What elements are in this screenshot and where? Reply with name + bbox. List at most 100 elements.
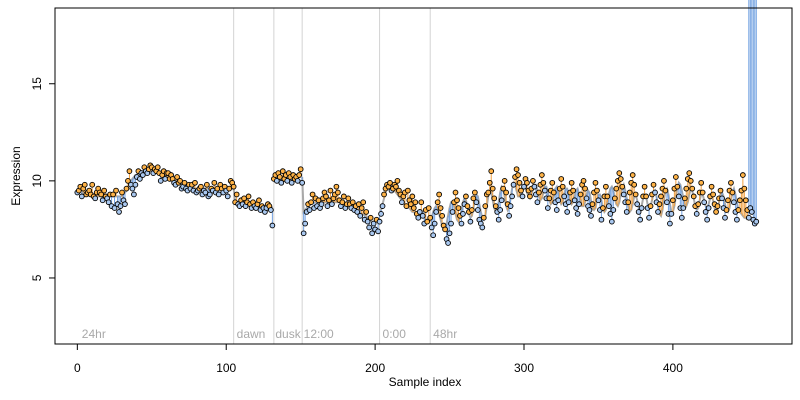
data-point: [586, 207, 593, 213]
x-tick-label: 200: [365, 361, 385, 375]
data-point: [474, 207, 481, 213]
data-point: [122, 201, 128, 208]
phase-label: 0:00: [383, 327, 407, 341]
data-point: [518, 187, 524, 194]
y-tick-label: 10: [30, 174, 44, 188]
data-point: [606, 203, 612, 209]
data-point: [174, 174, 180, 180]
data-point: [664, 199, 670, 206]
data-point: [521, 183, 527, 190]
data-point: [748, 209, 755, 215]
y-tick-label: 5: [30, 274, 44, 281]
data-point: [410, 205, 417, 211]
data-point: [206, 191, 213, 198]
x-tick-label: 400: [663, 361, 683, 375]
data-point: [507, 203, 514, 209]
data-point: [680, 205, 687, 211]
data-point: [607, 211, 614, 217]
data-point: [678, 214, 685, 221]
data-point: [256, 197, 262, 204]
data-point: [357, 212, 364, 219]
data-point: [668, 211, 675, 217]
data-point: [594, 187, 600, 194]
data-point: [370, 220, 377, 227]
data-point: [299, 179, 306, 186]
data-point: [546, 195, 553, 202]
data-point: [641, 183, 648, 190]
data-point: [541, 187, 548, 194]
data-point: [634, 201, 641, 208]
x-tick-label: 0: [74, 361, 81, 375]
data-point: [555, 197, 562, 204]
data-point: [580, 178, 587, 184]
data-point: [485, 189, 492, 196]
data-point: [675, 193, 682, 200]
data-point: [637, 216, 643, 223]
data-point: [92, 195, 99, 202]
data-point: [632, 191, 639, 198]
data-point: [539, 172, 545, 178]
data-point: [318, 201, 325, 208]
data-point: [540, 179, 547, 186]
data-point: [479, 224, 486, 231]
data-point: [378, 211, 384, 217]
data-point: [354, 209, 361, 215]
data-point: [132, 181, 139, 188]
data-point: [369, 230, 375, 237]
data-point: [137, 176, 143, 182]
data-point: [690, 193, 697, 200]
data-point: [611, 195, 618, 202]
data-point: [363, 209, 370, 215]
data-point: [725, 197, 731, 204]
data-point: [695, 201, 702, 208]
data-point: [437, 205, 444, 211]
data-point: [472, 189, 478, 196]
data-point: [123, 185, 130, 192]
data-point: [576, 201, 582, 208]
y-axis-title: Expression: [9, 146, 23, 205]
data-point: [364, 218, 371, 225]
data-point: [302, 220, 308, 227]
data-point: [652, 189, 658, 196]
data-point: [524, 179, 530, 186]
data-point: [658, 193, 664, 200]
data-point: [455, 205, 462, 211]
data-point: [360, 199, 367, 206]
data-point: [192, 179, 198, 186]
data-point: [643, 193, 649, 200]
data-point: [126, 168, 133, 174]
data-point: [198, 183, 204, 190]
data-point: [735, 207, 742, 213]
data-point: [592, 179, 599, 186]
data-point: [308, 199, 314, 206]
data-point: [600, 205, 606, 211]
data-point: [705, 205, 712, 211]
data-point: [574, 211, 581, 217]
data-point: [433, 209, 440, 215]
data-point: [329, 201, 335, 208]
data-point: [366, 224, 373, 231]
data-point: [687, 178, 694, 184]
data-point: [131, 191, 137, 198]
data-point: [434, 199, 441, 206]
data-point: [125, 178, 131, 184]
data-point: [571, 197, 578, 204]
data-point: [424, 218, 431, 225]
data-point: [436, 191, 442, 198]
data-point: [753, 218, 760, 225]
data-point: [686, 170, 693, 176]
data-point: [582, 185, 588, 192]
data-point: [111, 205, 118, 211]
data-point: [713, 209, 719, 215]
data-point: [729, 189, 736, 196]
data-point: [129, 185, 136, 192]
data-point: [269, 222, 276, 229]
data-point: [573, 205, 579, 211]
data-point: [550, 189, 557, 196]
data-point: [708, 183, 715, 190]
data-point: [425, 205, 432, 211]
data-point: [553, 207, 560, 213]
data-point: [448, 220, 454, 227]
data-point: [233, 191, 240, 198]
